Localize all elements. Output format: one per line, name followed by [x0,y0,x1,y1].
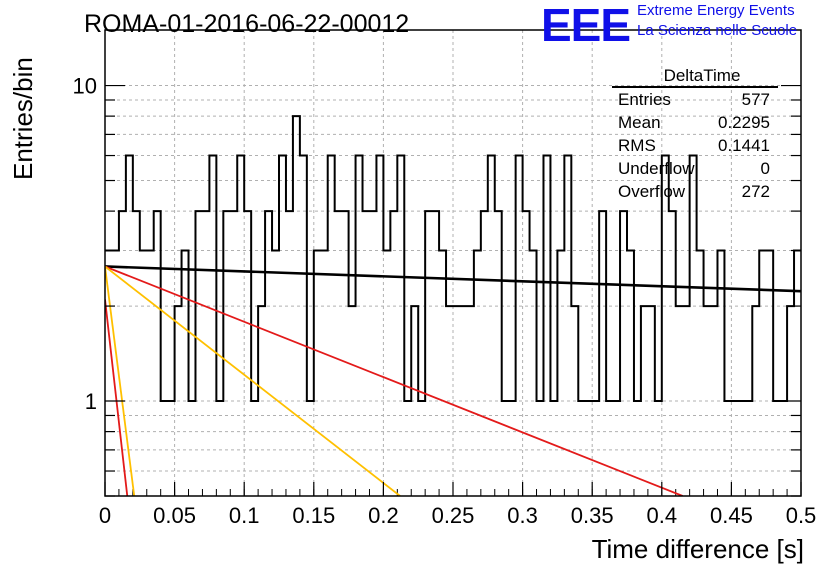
x-tick-label: 0.2 [368,503,399,528]
stats-label: Entries [618,90,671,109]
fit-line-series [105,266,136,496]
x-tick-label: 0 [99,503,111,528]
stats-row: Underflow 0 [612,157,778,180]
fit-line-series [105,265,401,496]
x-tick-label: 0.4 [647,503,678,528]
x-tick-label: 0.3 [507,503,538,528]
stats-value: 577 [741,90,770,109]
stats-label: Overflow [618,182,686,201]
fit-line-series [105,265,684,496]
run-title: ROMA-01-2016-06-22-00012 [84,10,410,38]
x-tick-label: 0.25 [432,503,475,528]
stats-title: DeltaTime [612,66,778,88]
stats-value: 272 [741,182,770,201]
stats-value: 0.1441 [718,136,770,155]
stats-row: Overflow 272 [612,180,778,203]
x-tick-label: 0.1 [229,503,260,528]
stats-label: Mean [618,113,661,132]
x-tick-label: 0.05 [153,503,196,528]
series-layer [105,115,801,496]
logo-line-1: Extreme Energy Events [637,2,795,19]
stats-value: 0.2295 [718,113,770,132]
eee-logo: EEE [541,0,631,51]
x-tick-label: 0.15 [292,503,335,528]
stats-row: RMS 0.1441 [612,134,778,157]
stats-box: DeltaTime Entries 577 Mean 0.2295 RMS 0.… [612,66,778,203]
x-axis-ticks: 0 0.05 0.1 0.15 0.2 0.25 0.3 0.35 0.4 0.45 0.5 [99,482,816,528]
y-tick-label: 1 [85,389,97,414]
stats-value: 0 [760,159,770,178]
x-tick-label: 0.35 [571,503,614,528]
x-tick-label: 0.5 [786,503,817,528]
y-tick-label: 10 [73,74,97,99]
histogram-series [105,115,801,403]
stats-row: Entries 577 [612,88,778,111]
stats-label: RMS [618,136,656,155]
logo-line-2: La Scienza nelle Scuole [637,22,798,39]
fit-line-series [105,265,801,293]
y-axis-ticks: 1 10 [73,74,801,497]
stats-row: Mean 0.2295 [612,111,778,134]
fit-line-series [105,299,129,496]
y-axis-title: Entries/bin [8,57,38,180]
x-axis-title: Time difference [s] [591,534,804,564]
stats-label: Underflow [618,159,695,178]
x-tick-label: 0.45 [710,503,753,528]
